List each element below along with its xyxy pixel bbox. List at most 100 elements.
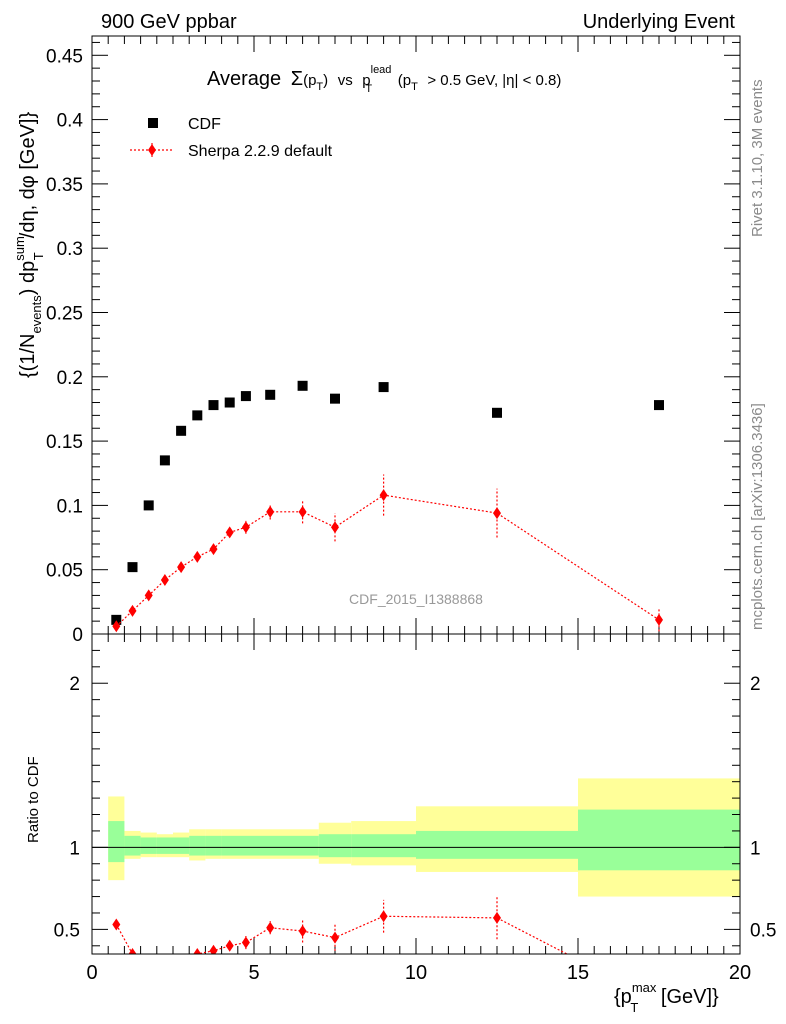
sherpa-point (331, 521, 339, 534)
header-left: 900 GeV ppbar (101, 11, 237, 33)
ratio-inner-band (189, 835, 206, 856)
title-lead-sub: T (365, 83, 372, 95)
cdf-point (224, 397, 235, 408)
main-y-axis-label: {(1/Nevents) dpsum T/dη, dφ [GeV]} (12, 112, 46, 378)
ylabel-p3: /dη, dφ [GeV]} (17, 112, 39, 239)
legend-sherpa-marker (148, 144, 156, 156)
title-vs: vs (338, 72, 353, 89)
sherpa-point (160, 573, 169, 586)
main-panel-ticks: 0 0.05 0.1 0.15 0.2 0.25 0.3 0.35 0.4 0.45 (46, 36, 741, 646)
ylabel-events: events (29, 295, 44, 334)
ratio-y-tick-label-right: 0.5 (750, 920, 776, 941)
ratio-sherpa-point (241, 936, 250, 949)
ratio-inner-band (173, 837, 190, 854)
cdf-point (240, 391, 251, 402)
ratio-y-tick-label-right: 2 (750, 674, 761, 695)
y-tick-label: 0.2 (57, 368, 83, 389)
ratio-sherpa-point (209, 944, 218, 954)
sherpa-point (493, 507, 501, 520)
ratio-sherpa-point (379, 910, 388, 923)
main-panel-data (111, 380, 664, 633)
sherpa-point (655, 613, 663, 626)
cdf-point (492, 407, 502, 418)
cdf-point (159, 455, 170, 466)
ratio-inner-band (124, 835, 141, 856)
ylabel-p2: ) dp (17, 261, 39, 295)
title-cut-rest: > 0.5 GeV, |η| < 0.8) (427, 72, 561, 89)
sherpa-point (144, 589, 153, 602)
title-lead: lead (371, 64, 392, 76)
y-tick-label: 0.35 (46, 175, 83, 196)
ratio-inner-band (140, 837, 157, 854)
title-p: p (362, 72, 370, 89)
cdf-point (378, 382, 389, 393)
ratio-sherpa-point (112, 918, 121, 931)
xlabel-p1: {p (614, 986, 632, 1008)
x-tick-label: 0 (86, 962, 97, 984)
ratio-y-tick-label-right: 1 (750, 838, 761, 859)
ratio-y-axis-label: Ratio to CDF (25, 756, 42, 843)
xlabel-t: T (630, 1000, 638, 1015)
ratio-sherpa-line (115, 915, 569, 954)
chart-title: Average Σ(pT) vs plead T (pT > 0.5 GeV, |… (207, 64, 561, 97)
ratio-y-tick-label: 1 (69, 838, 80, 859)
ratio-panel-ticks: 0.5 0.51 12 20 5 10 15 20 (54, 634, 776, 984)
ratio-sherpa-point (331, 931, 339, 944)
ratio-sherpa-point (298, 925, 307, 938)
x-axis-label: {pmax T [GeV]} (614, 980, 719, 1015)
xlabel-max: max (632, 980, 657, 995)
sherpa-point (128, 604, 137, 617)
rivet-label: Rivet 3.1.10, 3M events (749, 79, 766, 237)
ratio-panel-frame (91, 633, 741, 955)
title-average: Average (207, 68, 281, 90)
ylabel-sum: sum (12, 236, 27, 261)
ratio-sherpa-point (266, 921, 275, 934)
ratio-panel-data (112, 896, 569, 954)
ratio-sherpa-point (493, 911, 501, 924)
title-sigma: Σ (291, 68, 303, 90)
legend-cdf-marker (148, 118, 158, 128)
ylabel-t: T (31, 252, 46, 260)
ratio-inner-band (318, 834, 352, 858)
title-cut-sub: T (411, 81, 418, 93)
cdf-point (111, 614, 122, 625)
x-tick-label: 20 (729, 962, 751, 984)
xlabel-p2: [GeV]} (655, 986, 719, 1008)
cdf-point (208, 400, 219, 411)
title-cut-open: (p (398, 72, 411, 89)
ratio-sherpa-point (128, 948, 137, 954)
ratio-inner-band (221, 835, 254, 856)
ratio-sherpa-point (225, 939, 234, 952)
x-tick-label: 15 (567, 962, 589, 984)
ratio-y-tick-label: 2 (69, 674, 80, 695)
cdf-point (192, 410, 203, 421)
sherpa-point (112, 620, 121, 633)
y-tick-label: 0.3 (57, 239, 83, 260)
header-right: Underlying Event (583, 11, 736, 33)
y-tick-label: 0 (72, 625, 83, 646)
cdf-point (654, 400, 664, 411)
y-tick-label: 0.15 (46, 432, 83, 453)
title-pt-open: (p (303, 72, 316, 89)
ratio-inner-band (156, 837, 173, 854)
legend-cdf-label: CDF (188, 116, 221, 133)
ratio-sherpa-point (193, 948, 202, 954)
sherpa-point (209, 543, 218, 556)
sherpa-point (379, 489, 388, 502)
ratio-inner-band (254, 835, 319, 856)
analysis-watermark: CDF_2015_I1388868 (349, 591, 483, 607)
ratio-inner-band (351, 834, 416, 858)
x-tick-label: 10 (405, 962, 427, 984)
cdf-point (127, 562, 138, 573)
sherpa-point (225, 526, 234, 539)
title-pt-sub: T (316, 81, 323, 93)
cdf-point (143, 500, 154, 511)
sherpa-point (241, 521, 250, 534)
ratio-inner-band (205, 835, 222, 856)
y-tick-label: 0.1 (57, 496, 83, 517)
ylabel-p1: {(1/N (17, 334, 39, 378)
ratio-inner-band (578, 809, 740, 871)
sherpa-point (298, 505, 307, 518)
x-tick-label: 5 (248, 962, 259, 984)
